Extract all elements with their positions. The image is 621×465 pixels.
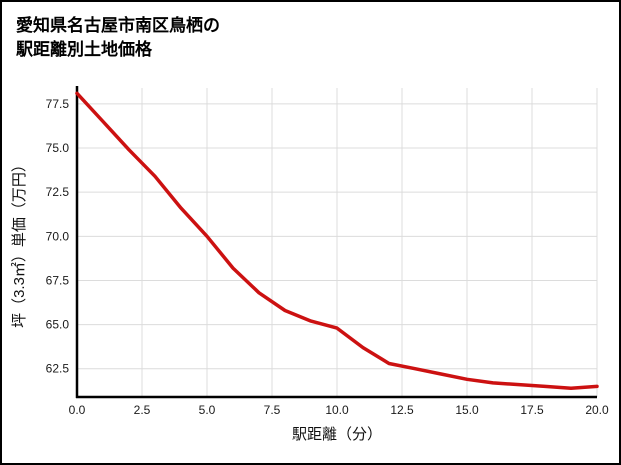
- chart-title-line-1: 愛知県名古屋市南区鳥栖の: [16, 16, 220, 35]
- x-tick-label: 5.0: [199, 403, 216, 417]
- x-tick-label: 12.5: [390, 403, 414, 417]
- y-tick-label: 75.0: [46, 141, 70, 155]
- y-tick-label: 77.5: [46, 97, 70, 111]
- x-axis-label: 駅距離（分）: [292, 425, 382, 443]
- y-axis-label: 坪（3.3㎡）単価（万円）: [11, 157, 28, 328]
- y-tick-label: 70.0: [46, 229, 70, 243]
- y-tick-label: 72.5: [46, 185, 70, 199]
- x-tick-label: 20.0: [585, 403, 609, 417]
- y-tick-label: 62.5: [46, 362, 70, 376]
- price-line: [75, 91, 599, 390]
- x-tick-label: 10.0: [325, 403, 349, 417]
- x-tick-label: 15.0: [455, 403, 479, 417]
- x-tick-label: 17.5: [520, 403, 544, 417]
- x-tick-label: 7.5: [264, 403, 281, 417]
- y-tick-label: 65.0: [46, 318, 70, 332]
- chart-title-line-2: 駅距離別土地価格: [16, 40, 152, 59]
- y-tick-label: 67.5: [46, 273, 70, 287]
- x-tick-label: 0.0: [69, 403, 86, 417]
- chart-title: 愛知県名古屋市南区鳥栖の 駅距離別土地価格: [2, 2, 619, 62]
- x-tick-label: 2.5: [134, 403, 151, 417]
- line-chart: 0.0 2.5 5.0 7.5 10.0 12.5 15.0 17.5 20.0 62.5 65.0…: [11, 86, 609, 443]
